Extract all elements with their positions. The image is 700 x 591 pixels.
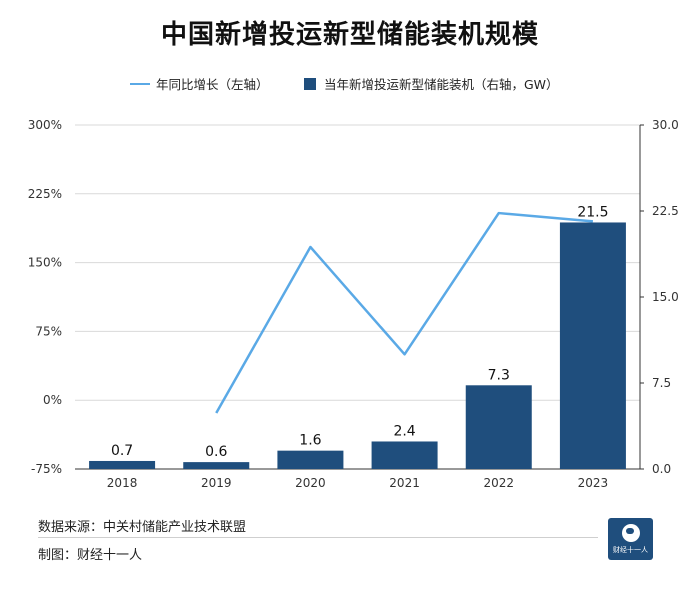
- left-axis-tick: 75%: [35, 324, 62, 338]
- bar-2020: [277, 450, 344, 469]
- legend-growth-label: 年同比增长（左轴）: [156, 77, 269, 92]
- bar-2023: [559, 222, 626, 469]
- x-axis-tick: 2018: [107, 476, 138, 490]
- logo-text: 财经十一人: [613, 545, 648, 554]
- left-axis-tick: 150%: [28, 256, 62, 270]
- right-axis-tick: 0.0: [652, 462, 671, 476]
- left-axis-tick: 0%: [43, 393, 62, 407]
- left-axis-tick: 300%: [28, 118, 62, 132]
- legend-bar-swatch: [304, 77, 316, 90]
- right-axis-tick: 30.0: [652, 118, 679, 132]
- bar-2019: [183, 462, 250, 469]
- right-axis-tick: 15.0: [652, 290, 679, 304]
- right-axis-tick: 7.5: [652, 376, 671, 390]
- legend: 年同比增长（左轴） 当年新增投运新型储能装机（右轴，GW）: [0, 74, 700, 94]
- growth-line: [215, 211, 594, 414]
- legend-item-growth: 年同比增长（左轴）: [130, 74, 269, 93]
- logo: 财经十一人: [608, 518, 653, 560]
- legend-capacity-label: 当年新增投运新型储能装机（右轴，GW）: [324, 77, 559, 92]
- bar-2022: [465, 385, 532, 469]
- source-note: 数据来源：中关村储能产业技术联盟: [38, 520, 247, 535]
- footer-divider: [38, 537, 598, 538]
- bar-value-label: 0.6: [205, 444, 227, 460]
- bar-value-label: 1.6: [299, 433, 321, 449]
- x-axis-tick: 2019: [201, 476, 232, 490]
- x-axis-tick: 2020: [295, 476, 326, 490]
- x-axis-tick: 2023: [578, 476, 609, 490]
- bar-value-label: 2.4: [393, 423, 415, 439]
- legend-item-capacity: 当年新增投运新型储能装机（右轴，GW）: [304, 74, 559, 93]
- x-axis-tick: 2021: [389, 476, 420, 490]
- right-axis-tick: 22.5: [652, 204, 679, 218]
- bar-value-label: 0.7: [111, 443, 133, 459]
- bar-2018: [89, 460, 156, 469]
- maker-note: 制图：财经十一人: [38, 548, 143, 563]
- bar-2021: [371, 441, 438, 469]
- left-axis-tick: 225%: [28, 187, 62, 201]
- left-axis-tick: -75%: [31, 462, 62, 476]
- x-axis-tick: 2022: [483, 476, 514, 490]
- legend-line-swatch: [130, 82, 150, 85]
- bar-value-label: 21.5: [577, 204, 608, 220]
- chart-title: 中国新增投运新型储能装机规模: [160, 20, 539, 50]
- chart-plot: 300% 225% 150% 75% 0% -75% 30.0 22.5 15.0 7.5 0.0 0…: [28, 118, 679, 490]
- globe-icon: [621, 523, 640, 542]
- bar-value-label: 7.3: [488, 367, 510, 383]
